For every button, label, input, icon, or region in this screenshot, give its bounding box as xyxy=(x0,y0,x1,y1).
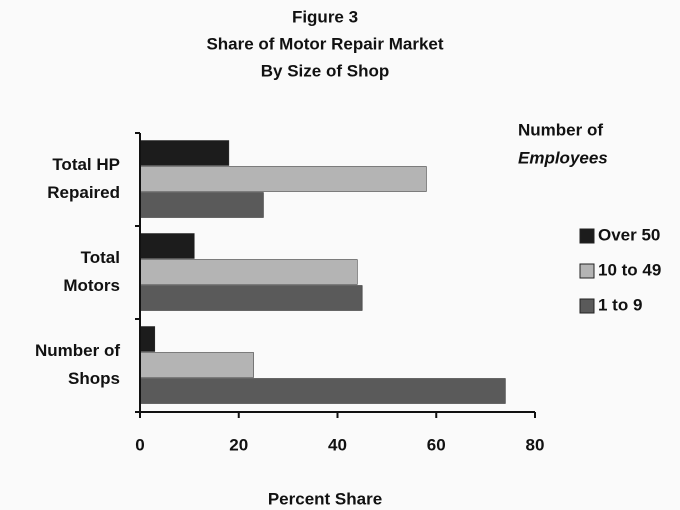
x-axis-label: Percent Share xyxy=(268,489,382,508)
x-tick-label: 40 xyxy=(328,435,347,454)
x-tick-label: 20 xyxy=(229,435,248,454)
bar xyxy=(139,352,254,378)
legend-title: Employees xyxy=(518,148,608,167)
bar xyxy=(139,285,363,311)
legend-label: 1 to 9 xyxy=(598,295,642,314)
bar xyxy=(139,259,358,285)
x-tick-label: 80 xyxy=(526,435,545,454)
bar xyxy=(139,233,195,259)
bar xyxy=(139,140,230,166)
bar xyxy=(139,192,264,218)
category-label: Shops xyxy=(68,369,120,388)
x-tick-label: 60 xyxy=(427,435,446,454)
legend-label: 10 to 49 xyxy=(598,260,661,279)
legend-swatch xyxy=(579,298,595,314)
bar xyxy=(139,378,506,404)
legend-swatch xyxy=(579,263,595,279)
bar xyxy=(139,166,427,192)
chart-title: Share of Motor Repair Market xyxy=(206,34,443,53)
chart-title: By Size of Shop xyxy=(261,61,389,80)
legend-label: Over 50 xyxy=(598,225,660,244)
category-label: Repaired xyxy=(47,183,120,202)
category-label: Motors xyxy=(63,276,120,295)
legend-swatch xyxy=(579,228,595,244)
bar xyxy=(139,326,156,352)
x-tick-label: 0 xyxy=(135,435,144,454)
category-label: Number of xyxy=(35,341,120,360)
category-label: Total HP xyxy=(52,155,120,174)
legend-title: Number of xyxy=(518,120,603,139)
category-label: Total xyxy=(81,248,120,267)
chart-title: Figure 3 xyxy=(292,7,358,26)
